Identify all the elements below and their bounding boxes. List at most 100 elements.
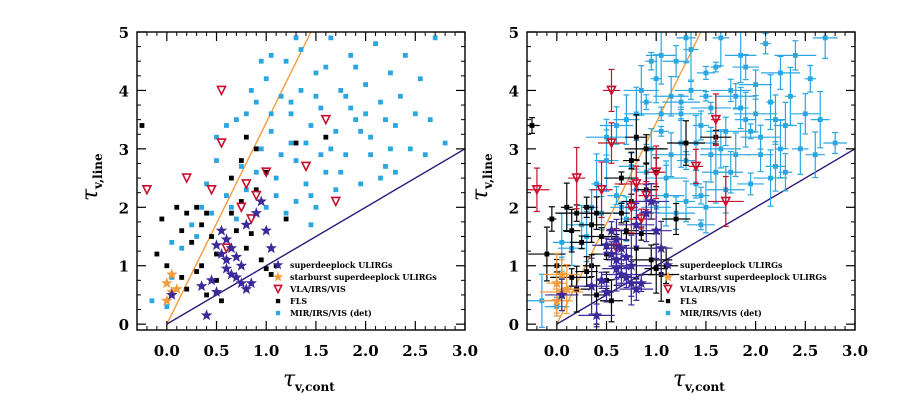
x-tick-label: 2.5 (402, 342, 428, 360)
vla-irs-vis-point (650, 167, 662, 179)
mir-irs-vis-det-point (678, 99, 684, 105)
mir-irs-vis-det-point (412, 111, 418, 117)
fls-point (633, 134, 639, 140)
mir-irs-vis-det-point (748, 128, 754, 134)
mir-irs-vis-det-point (323, 64, 329, 70)
superdeeplock-ulirgs-point (610, 253, 623, 265)
fls-point (609, 298, 614, 304)
mir-irs-vis-det-point (293, 158, 299, 163)
mir-irs-vis-det-point (614, 193, 619, 199)
x-tick-label: 1.0 (253, 342, 279, 360)
superdeeplock-ulirgs-point (635, 277, 647, 289)
y-tick-label: 0 (509, 316, 519, 334)
mir-irs-vis-det-point (268, 111, 274, 117)
mir-irs-vis-det-point (559, 239, 565, 245)
mir-irs-vis-det-point (658, 111, 664, 117)
mir-irs-vis-det-point (668, 152, 674, 158)
mir-irs-vis-det-point (233, 117, 239, 123)
mir-irs-vis-det-point (604, 158, 609, 163)
fls-point (204, 210, 209, 216)
plot-area (139, 32, 465, 325)
fls-point (253, 187, 259, 193)
vla-irs-vis-point (320, 114, 332, 126)
superdeeplock-ulirgs-point (235, 259, 248, 271)
mir-irs-vis-det-point (248, 88, 254, 93)
superdeeplock-ulirgs-point (610, 233, 623, 245)
mir-irs-vis-det-point (238, 163, 244, 169)
mir-irs-vis-det-point (728, 169, 734, 175)
mir-irs-vis-det-point (308, 193, 314, 199)
mir-irs-vis-det-point (758, 152, 763, 158)
steep-relation-line (166, 32, 312, 325)
vla-irs-vis-point (531, 184, 543, 196)
superdeeplock-ulirgs-point (605, 248, 618, 259)
superdeeplock-ulirgs-point (225, 268, 238, 280)
mir-irs-vis-det-point (388, 146, 393, 152)
legend-label: FLS (290, 296, 307, 306)
fls-point (194, 204, 200, 210)
mir-irs-vis-det-point (383, 117, 388, 123)
mir-irs-vis-det-point (402, 52, 408, 58)
legend-symbol (662, 271, 674, 282)
fls-point (159, 216, 165, 222)
mir-irs-vis-det-point (363, 82, 369, 87)
superdeeplock-ulirgs-point (265, 242, 277, 254)
mir-irs-vis-det-point (604, 134, 609, 140)
superdeeplock-ulirgs-point (615, 268, 628, 280)
superdeeplock-ulirgs-point (640, 207, 652, 218)
fls-point (619, 175, 624, 181)
superdeeplock-ulirgs-point (220, 262, 233, 274)
legend: superdeeplock ULIRGs starburst superdeepl… (662, 259, 827, 318)
mir-irs-vis-det-point (288, 99, 294, 105)
mir-irs-vis-det-point (278, 152, 284, 158)
vla-irs-vis-point (631, 179, 642, 190)
mir-irs-vis-det-point (229, 204, 234, 210)
mir-irs-vis-det-point (807, 76, 813, 82)
vla-irs-vis-point (246, 214, 257, 225)
mir-irs-vis-det-point (268, 52, 274, 58)
vla-irs-vis-point (260, 167, 272, 179)
fls-point (623, 228, 629, 234)
starburst-superdeeplock-ulirgs-point (161, 294, 173, 306)
mir-irs-vis-det-point (442, 140, 448, 146)
legend-symbol (662, 259, 674, 270)
mir-irs-vis-det-point (363, 111, 369, 117)
superdeeplock-ulirgs-point (225, 242, 238, 254)
vla-irs-vis-point (596, 184, 607, 196)
fls-point (238, 158, 244, 163)
fls-point (214, 277, 219, 283)
fls-point (263, 169, 269, 175)
mir-irs-vis-det-point (733, 152, 739, 158)
legend-label: superdeeplock ULIRGs (290, 260, 393, 270)
mir-irs-vis-det-point (763, 41, 768, 47)
x-tick-label: 2.5 (792, 342, 818, 360)
legend-symbol (665, 298, 671, 304)
fls-point (184, 286, 190, 292)
vla-irs-vis-point (636, 214, 647, 225)
mir-irs-vis-det-point (812, 152, 818, 158)
vla-irs-vis-point (241, 179, 252, 190)
fls-point (589, 222, 595, 228)
mir-irs-vis-det-point (728, 88, 734, 93)
fls-point (243, 134, 249, 140)
mir-irs-vis-det-point (328, 146, 334, 152)
x-tick-label: 3.0 (452, 342, 478, 360)
mir-irs-vis-det-point (199, 204, 205, 210)
mir-irs-vis-det-point (643, 99, 649, 105)
mir-irs-vis-det-point (283, 210, 289, 216)
mir-irs-vis-det-point (293, 199, 299, 204)
superdeeplock-ulirgs-point (210, 286, 223, 297)
superdeeplock-ulirgs-point (195, 280, 208, 291)
mir-irs-vis-det-point (393, 169, 398, 175)
mir-irs-vis-det-point (703, 93, 709, 99)
x-tick-label: 0.0 (154, 342, 180, 360)
mir-irs-vis-det-point (678, 111, 684, 117)
mir-irs-vis-det-point (773, 117, 778, 123)
y-tick-label: 5 (119, 24, 129, 42)
fls-point (584, 204, 590, 210)
vla-irs-vis-point (606, 85, 617, 97)
fls-point (579, 239, 585, 245)
legend-symbol (663, 284, 673, 295)
fls-point (643, 146, 649, 152)
fls-point (594, 292, 599, 298)
